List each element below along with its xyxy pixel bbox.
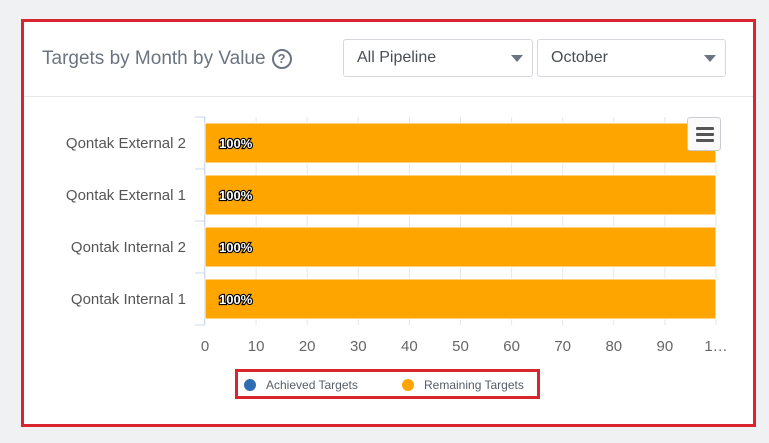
y-category-label: Qontak External 2	[66, 135, 186, 152]
chevron-down-icon	[511, 55, 523, 62]
x-tick-label: 30	[350, 338, 367, 355]
chart-title-wrap: Targets by Month by Value ?	[42, 48, 292, 70]
y-category-label: Qontak Internal 1	[71, 291, 186, 308]
bar-data-label: 100%	[219, 188, 253, 203]
bar-remaining	[204, 122, 717, 164]
month-select-value: October	[551, 49, 608, 66]
hamburger-icon	[696, 127, 714, 130]
x-tick-label: 40	[401, 338, 418, 355]
hamburger-icon-line	[696, 139, 714, 142]
bar-remaining	[204, 174, 717, 216]
x-tick-label: 60	[503, 338, 520, 355]
y-category-label: Qontak Internal 2	[71, 239, 186, 256]
pipeline-select[interactable]: All Pipeline	[343, 39, 533, 77]
x-tick-label: 90	[657, 338, 674, 355]
legend: Achieved Targets Remaining Targets	[235, 369, 540, 399]
bar-remaining	[204, 278, 717, 320]
bar-remaining	[204, 226, 717, 268]
pipeline-select-value: All Pipeline	[357, 49, 437, 66]
x-tick-label: 50	[452, 338, 469, 355]
chevron-down-icon	[704, 55, 716, 62]
bar-data-label: 100%	[219, 292, 253, 307]
x-tick-label: 70	[554, 338, 571, 355]
chart-card: Targets by Month by Value ? All Pipeline…	[21, 19, 756, 427]
legend-dot-achieved	[244, 379, 256, 391]
x-tick-label: 80	[605, 338, 622, 355]
card-header: Targets by Month by Value ? All Pipeline…	[24, 22, 753, 97]
legend-label-achieved: Achieved Targets	[266, 378, 358, 392]
bar-data-label: 100%	[219, 136, 253, 151]
y-category-label: Qontak External 1	[66, 187, 186, 204]
legend-item-remaining[interactable]: Remaining Targets	[402, 378, 524, 392]
legend-label-remaining: Remaining Targets	[424, 378, 524, 392]
bar-data-label: 100%	[219, 240, 253, 255]
hamburger-icon-line	[696, 133, 714, 136]
chart-title: Targets by Month by Value	[42, 48, 266, 69]
x-tick-label: 20	[299, 338, 316, 355]
chart-menu-button[interactable]	[687, 117, 721, 151]
legend-dot-remaining	[402, 379, 414, 391]
help-icon[interactable]: ?	[271, 49, 292, 69]
legend-item-achieved[interactable]: Achieved Targets	[244, 378, 358, 392]
month-select[interactable]: October	[537, 39, 726, 77]
x-tick-label: 10	[248, 338, 265, 355]
x-tick-label: 1…	[704, 338, 727, 355]
bar-chart: 0 10 20 30 40 50 60 70 80 90 1… Qontak External 2 10…	[66, 116, 728, 355]
x-tick-label: 0	[201, 338, 209, 355]
